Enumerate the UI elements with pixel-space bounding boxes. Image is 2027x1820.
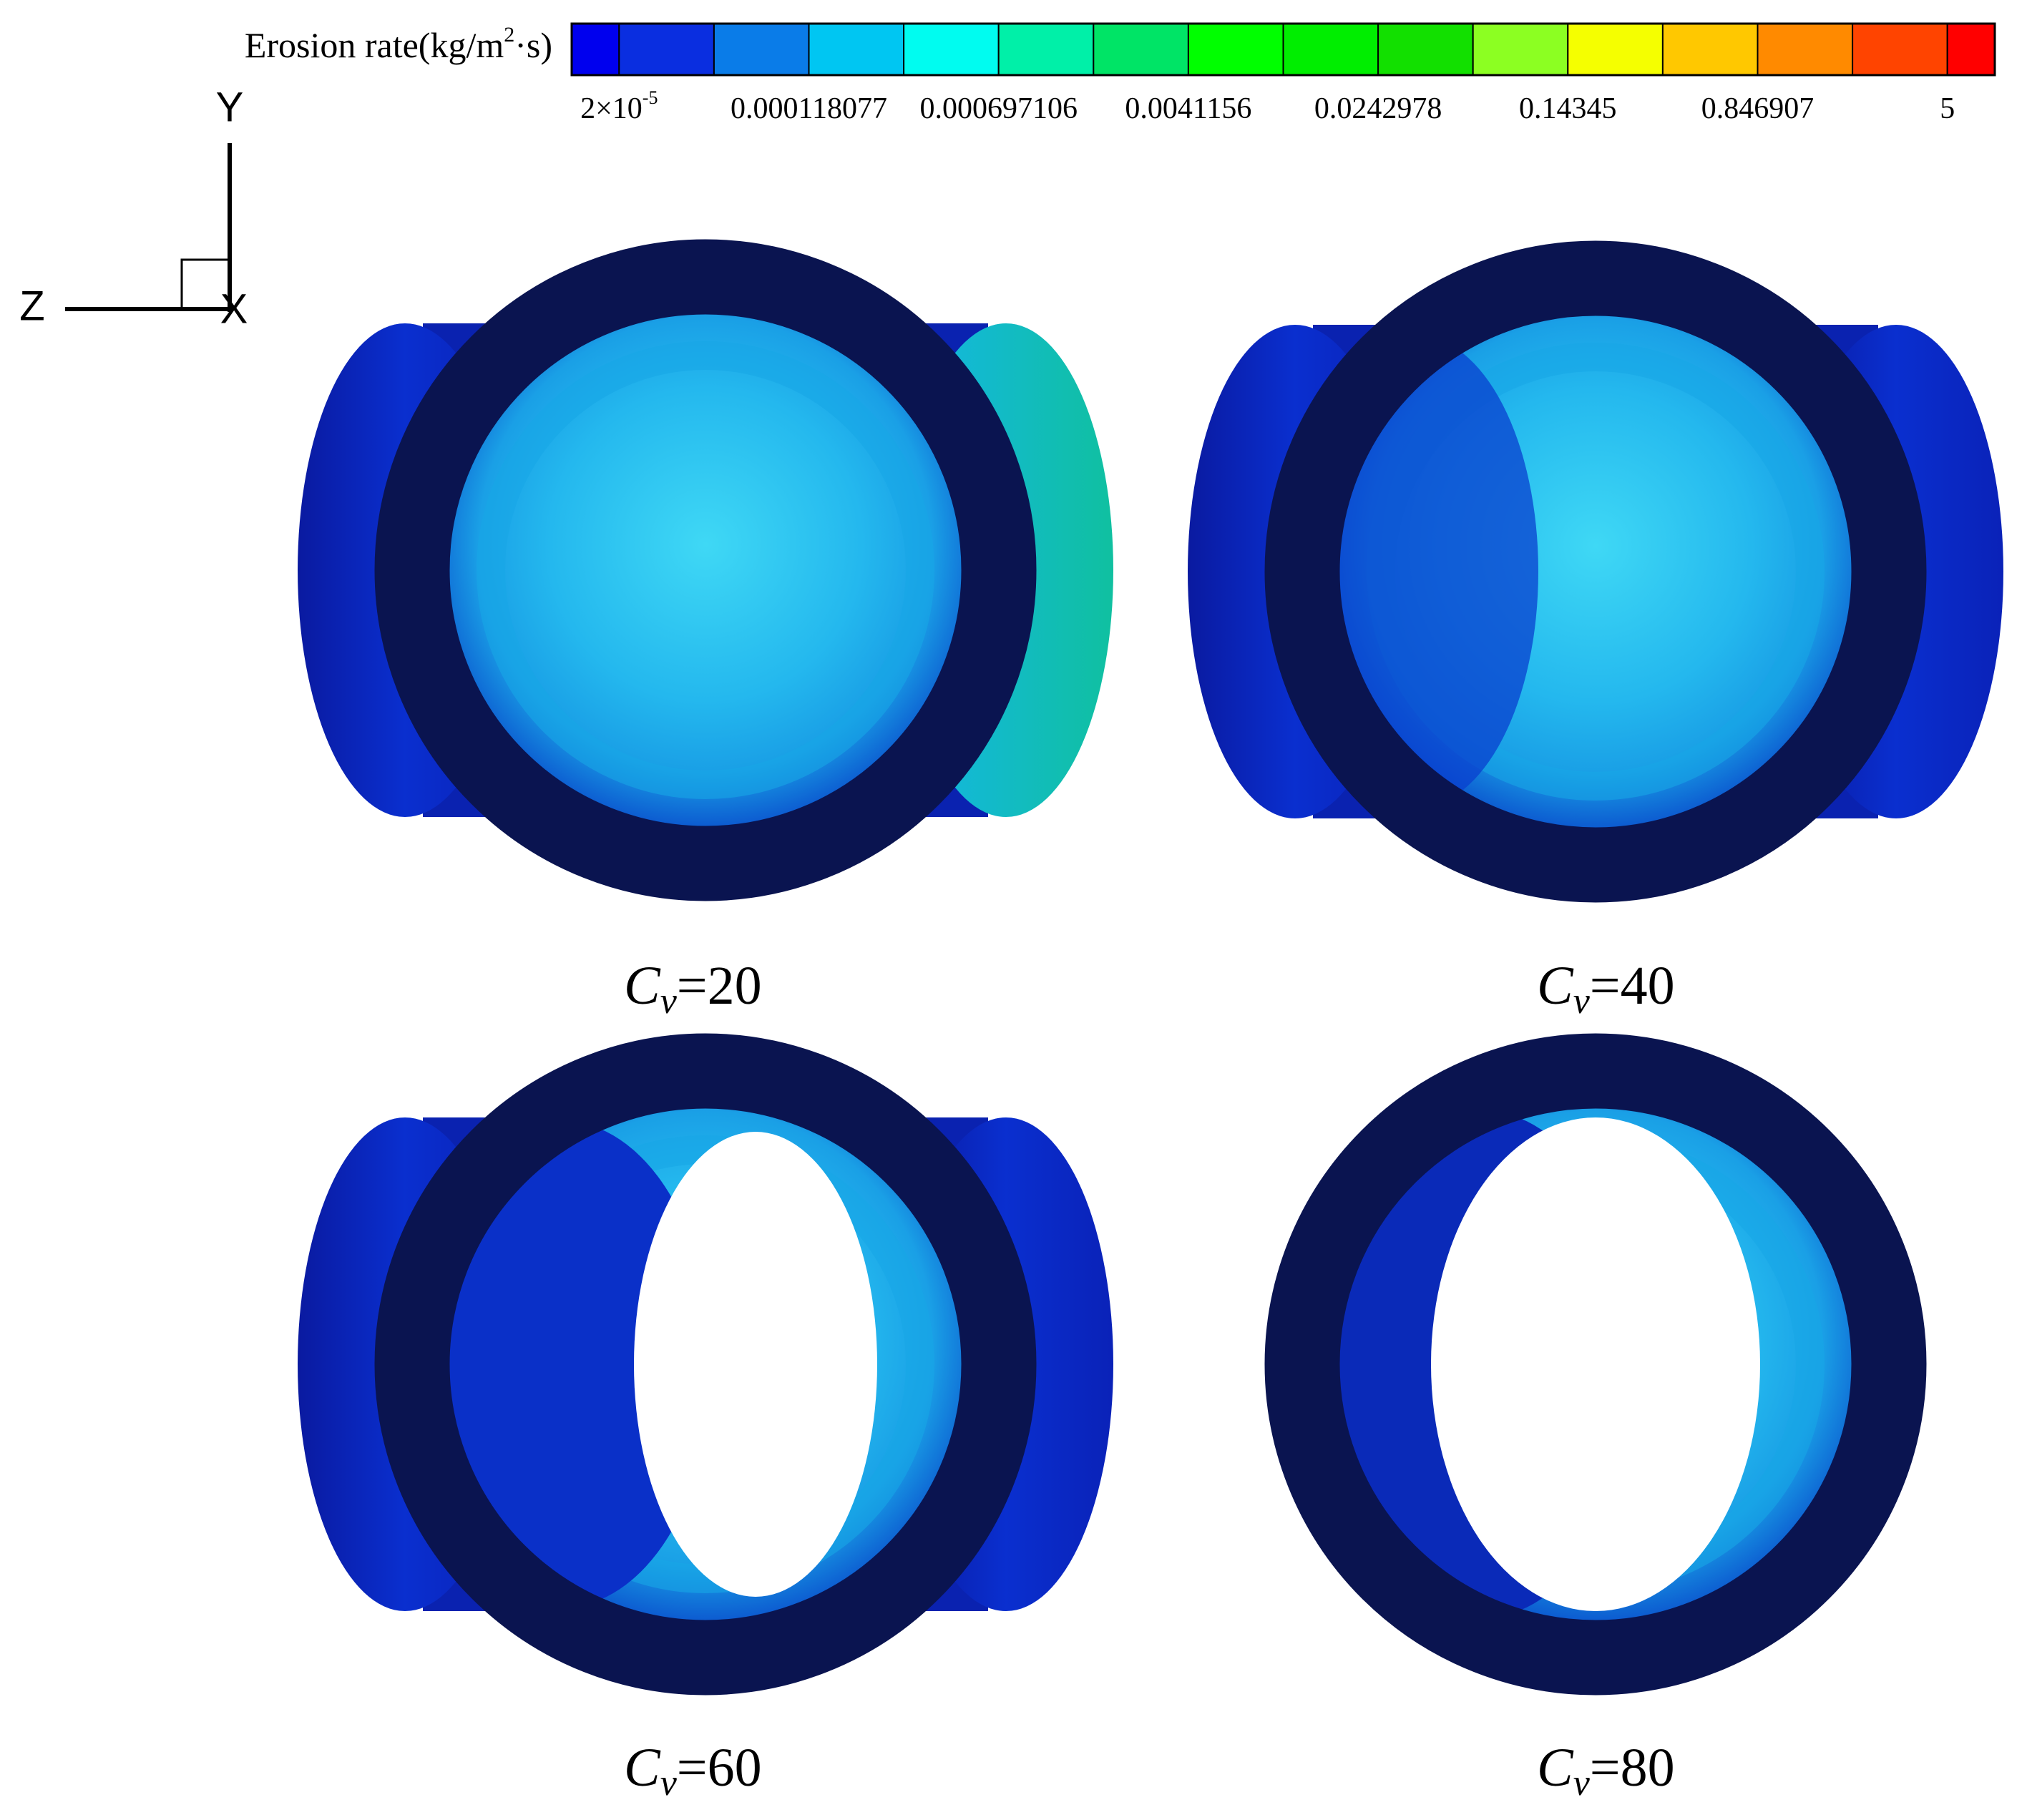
flange-ring	[1264, 1033, 1927, 1696]
axis-box	[180, 258, 231, 310]
legend-title: Erosion rate(kg/m2·s)	[245, 23, 552, 66]
pipe-render	[1264, 1033, 1927, 1696]
caption-subscript: v	[660, 981, 678, 1022]
colorbar-label: 2×10-5	[580, 87, 658, 125]
caption-value: =60	[677, 1738, 762, 1798]
caption-value: =40	[1590, 956, 1675, 1016]
shadow-region	[412, 1121, 713, 1608]
caption-variable: C	[1537, 956, 1574, 1016]
colorbar-label: 0.846907	[1701, 92, 1814, 125]
caption-value: =80	[1590, 1738, 1675, 1798]
colorbar-label: 5	[1940, 92, 1955, 125]
inner-band	[477, 341, 934, 799]
caption-subscript: v	[1573, 981, 1591, 1022]
z-label: Z	[19, 283, 44, 329]
opening	[634, 1132, 877, 1597]
axis-triad: Y Z X	[19, 84, 248, 332]
colorbar-cell	[1377, 23, 1474, 76]
title-suffix: ·s)	[514, 25, 552, 65]
colorbar-cell	[1661, 23, 1759, 76]
colorbar-cell	[1757, 23, 1854, 76]
colorbar-cell	[713, 23, 810, 76]
label-text: 0.846907	[1701, 92, 1814, 125]
label-text: 0.000697106	[919, 92, 1078, 125]
flange-ring	[1264, 240, 1927, 903]
caption-value: =20	[677, 956, 762, 1016]
colorbar-cell	[571, 23, 620, 76]
colorbar-cell	[618, 23, 715, 76]
colorbar-cell	[1946, 23, 1996, 76]
pipe-render	[298, 239, 1113, 901]
colorbar-cell	[808, 23, 905, 76]
colorbar-label: 0.0041156	[1125, 92, 1251, 125]
caption-subscript: v	[660, 1763, 678, 1804]
colorbar-cell	[1093, 23, 1189, 76]
colorbar-frame	[570, 22, 1996, 77]
colorbar-label: 0.000118077	[731, 92, 887, 125]
label-text: 2×10	[580, 92, 643, 125]
caption-variable: C	[624, 1738, 661, 1798]
colorbar-cell	[1567, 23, 1664, 76]
colorbar-cell	[1472, 23, 1569, 76]
label-text: 0.0242978	[1314, 92, 1442, 125]
colorbar-label: 0.14345	[1519, 92, 1617, 125]
label-sup: -5	[643, 87, 658, 108]
label-text: 0.14345	[1519, 92, 1617, 125]
inner-surface	[448, 313, 963, 828]
caption-variable: C	[1537, 1738, 1574, 1798]
y-label: Y	[216, 84, 244, 130]
caption-subscript: v	[1573, 1763, 1591, 1804]
opening	[1431, 1117, 1760, 1611]
colorbar-cell	[1852, 23, 1948, 76]
panel-caption: Cv=80	[1537, 1738, 1675, 1804]
pipe-render	[1188, 240, 2003, 903]
pipe-render	[298, 1033, 1113, 1696]
colorbar-label: 0.0242978	[1314, 92, 1442, 125]
colorbar: 2×10-5 0.000118077 0.000697106 0.0041156 0.0…	[570, 22, 1996, 125]
caption-variable: C	[624, 956, 661, 1016]
panel-caption: Cv=60	[624, 1738, 762, 1804]
flange-ring	[374, 239, 1037, 901]
colorbar-cell	[997, 23, 1095, 76]
colorbar-cell	[903, 23, 1000, 76]
colorbar-label: 0.000697106	[919, 92, 1078, 125]
panel-caption: Cv=40	[1537, 956, 1675, 1022]
label-text: 5	[1940, 92, 1955, 125]
panel-caption: Cv=20	[624, 956, 762, 1022]
colorbar-cell	[1282, 23, 1379, 76]
label-text: 0.000118077	[731, 92, 887, 125]
title-sup: 2	[504, 23, 514, 47]
label-text: 0.0041156	[1125, 92, 1251, 125]
x-label: X	[220, 285, 248, 332]
title-text: Erosion rate(kg/m	[245, 25, 504, 65]
colorbar-cell	[1187, 23, 1284, 76]
flange-ring	[374, 1033, 1037, 1696]
